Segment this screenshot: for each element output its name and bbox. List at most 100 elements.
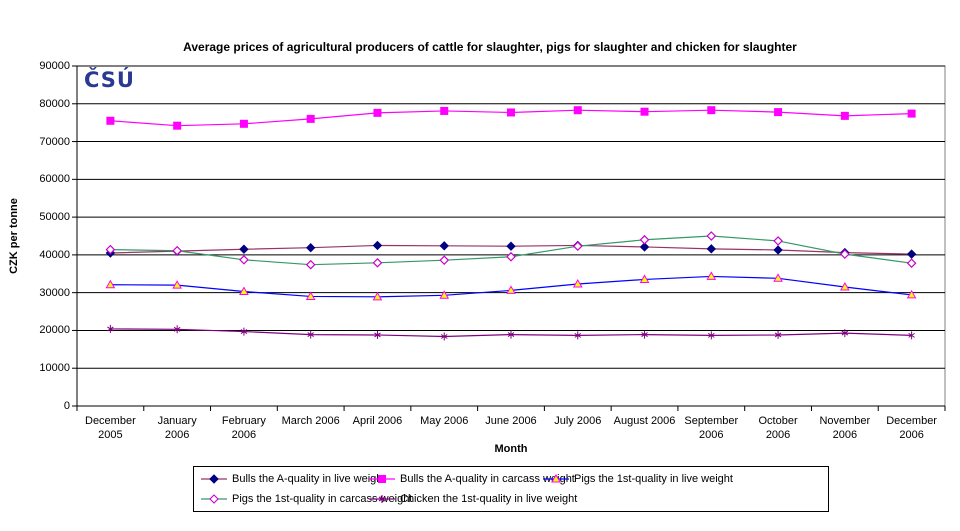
legend-marker-open-diamond-icon [201, 494, 227, 504]
data-point-marker [572, 278, 583, 288]
data-point-marker [307, 330, 314, 339]
data-point-marker [839, 249, 850, 259]
data-point-marker [707, 106, 716, 115]
data-point-marker [239, 286, 249, 296]
y-tick-label: 60000 [39, 173, 70, 186]
data-point-marker [372, 240, 383, 251]
chart-title: Average prices of agricultural producers… [183, 40, 797, 54]
legend-item: Chicken the 1st-quality in live weight [369, 492, 577, 506]
y-tick-label: 10000 [39, 362, 70, 375]
x-tick-label: May 2006 [420, 415, 469, 427]
y-tick-label: 30000 [39, 286, 70, 299]
x-tick-label: July 2006 [554, 415, 602, 427]
data-point-marker [706, 271, 717, 280]
data-point-marker [773, 245, 783, 255]
data-point-marker [305, 243, 316, 253]
csu-logo: ČSÚ [84, 68, 135, 92]
data-point-marker [372, 291, 383, 301]
data-point-marker [573, 106, 582, 115]
legend-item-label: Bulls the A-quality in carcass weight [400, 473, 575, 485]
x-tick-label: June 2006 [485, 415, 537, 427]
legend-item-label: Pigs the 1st-quality in live weight [574, 473, 733, 485]
data-point-marker [106, 116, 115, 125]
data-point-marker [107, 324, 114, 333]
data-point-marker [506, 285, 516, 294]
x-tick-label: October 2006 [758, 415, 798, 441]
data-point-marker [841, 329, 849, 338]
data-point-marker [907, 109, 916, 118]
x-tick-label: January 2006 [157, 415, 197, 441]
data-point-marker [839, 281, 850, 291]
data-point-marker [906, 258, 917, 269]
legend-marker-triangle-icon [543, 473, 569, 483]
data-point-marker [507, 330, 515, 339]
x-tick-label: August 2006 [613, 415, 676, 427]
data-point-marker [641, 330, 648, 339]
data-point-marker [640, 107, 649, 116]
y-tick-label: 40000 [39, 248, 70, 261]
data-point-marker [439, 241, 449, 251]
x-tick-label: February 2006 [221, 415, 266, 441]
y-tick-label: 50000 [39, 211, 70, 224]
data-point-marker [708, 331, 715, 340]
data-point-marker [305, 291, 316, 300]
data-point-marker [239, 119, 248, 128]
y-axis-title: CZK per tonne [8, 198, 20, 274]
data-point-marker [639, 234, 650, 245]
x-tick-label: November 2006 [819, 415, 871, 441]
data-point-marker [372, 257, 383, 268]
x-tick-label: December 2005 [85, 415, 136, 441]
legend-item: Pigs the 1st-quality in live weight [543, 472, 733, 486]
x-axis-title: Month [494, 443, 528, 455]
data-point-marker [439, 255, 450, 266]
data-point-marker [906, 289, 917, 299]
x-tick-label: April 2006 [352, 415, 403, 427]
data-point-marker [173, 325, 181, 334]
data-point-marker [374, 330, 381, 339]
data-point-marker [373, 108, 382, 117]
x-tick-label: March 2006 [281, 415, 340, 427]
x-tick-label: September 2006 [684, 415, 739, 441]
legend-item-label: Pigs the 1st-quality in carcass weight [232, 493, 413, 505]
data-point-marker [774, 108, 783, 117]
data-point-marker [306, 114, 315, 123]
data-point-marker [172, 280, 183, 289]
data-point-marker [172, 245, 183, 256]
data-point-marker [572, 241, 583, 252]
data-point-marker [173, 121, 182, 130]
legend-marker-square-icon [369, 475, 395, 483]
x-tick-label: December 2006 [886, 415, 937, 441]
data-point-marker [639, 274, 650, 283]
legend-item-label: Chicken the 1st-quality in live weight [400, 493, 578, 505]
data-point-marker [439, 290, 450, 299]
data-point-marker [639, 242, 650, 252]
legend-item: Pigs the 1st-quality in carcass weight [201, 492, 412, 506]
data-point-marker [773, 236, 783, 246]
data-point-marker [239, 244, 249, 254]
data-point-marker [506, 241, 516, 251]
data-point-marker [774, 330, 782, 339]
chart-legend: Bulls the A-quality in live weight Bulls … [193, 466, 829, 512]
data-point-marker [440, 332, 448, 341]
data-point-marker [773, 273, 783, 282]
data-point-marker [305, 259, 316, 270]
data-point-marker [906, 249, 917, 259]
plot-border [76, 65, 946, 407]
data-point-marker [574, 331, 582, 340]
legend-item: Bulls the A-quality in live weight [201, 472, 385, 486]
data-point-marker [840, 111, 849, 120]
data-point-marker [706, 244, 717, 254]
data-point-marker [908, 331, 915, 340]
legend-marker-diamond-icon [201, 474, 227, 484]
data-point-marker [706, 231, 717, 241]
data-point-marker [105, 279, 116, 289]
data-point-marker [239, 254, 249, 265]
legend-marker-asterisk-icon [369, 495, 395, 503]
legend-item-label: Bulls the A-quality in live weight [232, 473, 386, 485]
data-point-marker [507, 108, 515, 117]
legend-item: Bulls the A-quality in carcass weight [369, 472, 575, 486]
data-point-marker [440, 106, 449, 115]
y-tick-label: 90000 [39, 60, 70, 72]
